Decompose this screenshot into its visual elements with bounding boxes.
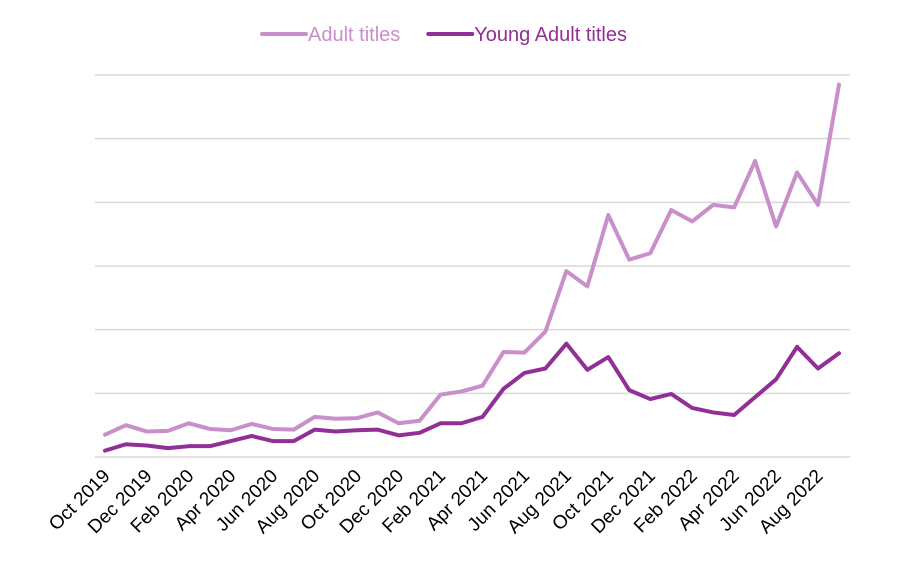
legend: Adult titles Young Adult titles (260, 24, 627, 46)
series-lines (103, 82, 841, 453)
legend-item-young-adult-titles: Young Adult titles (426, 24, 627, 46)
legend-item-adult-titles: Adult titles (260, 24, 400, 46)
series-line-adult-titles (103, 82, 841, 437)
series-line-young-adult-titles (103, 341, 841, 453)
legend-label-young-adult-titles: Young Adult titles (474, 24, 627, 46)
legend-label-adult-titles: Adult titles (308, 24, 400, 46)
gridlines (95, 74, 850, 458)
